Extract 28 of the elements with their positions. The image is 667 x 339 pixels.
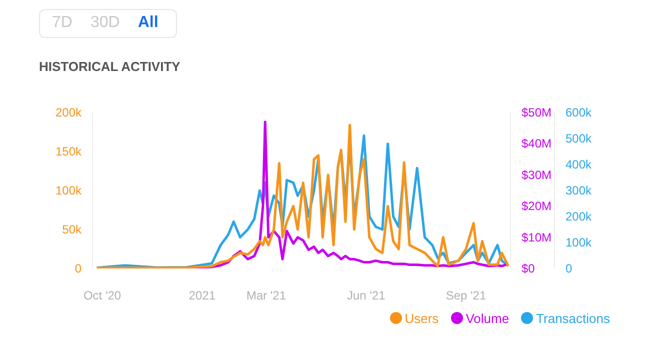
x-tick-label: Oct '20 (83, 288, 122, 302)
y3-tick-label: 200k (566, 210, 593, 224)
y2-tick-label: $20M (522, 199, 552, 214)
y3-tick-label: 500k (566, 132, 593, 146)
y3-tick-label: 100k (566, 236, 593, 250)
x-tick-label: Sep '21 (446, 288, 486, 302)
legend-label: Transactions (536, 311, 610, 326)
y3-tick-label: 400k (566, 158, 593, 172)
y2-tick-label: $50M (522, 106, 552, 120)
y-tick-label: 50k (62, 222, 82, 236)
text: All (138, 14, 158, 31)
chart-title: HISTORICAL ACTIVITY (39, 58, 180, 76)
y-tick-label: 150k (55, 144, 82, 158)
y3-tick-label: 300k (566, 184, 593, 198)
legend-label: Volume (466, 311, 510, 326)
legend-label: Users (404, 311, 439, 326)
y3-tick-label: 0 (566, 262, 572, 276)
y-tick-label: 200k (55, 106, 82, 120)
y-tick-label: 100k (55, 184, 82, 198)
y2-tick-label: $0 (522, 262, 536, 276)
x-tick-label: 2021 (188, 288, 216, 302)
y-tick-label: 0 (74, 262, 82, 276)
y2-tick-label: $40M (522, 136, 552, 151)
x-tick-label: Jun '21 (346, 288, 386, 302)
y2-tick-label: $30M (522, 168, 552, 182)
x-tick-label: Mar '21 (246, 288, 286, 302)
y3-tick-label: 600k (566, 106, 593, 120)
y2-tick-label: $10M (522, 230, 552, 244)
